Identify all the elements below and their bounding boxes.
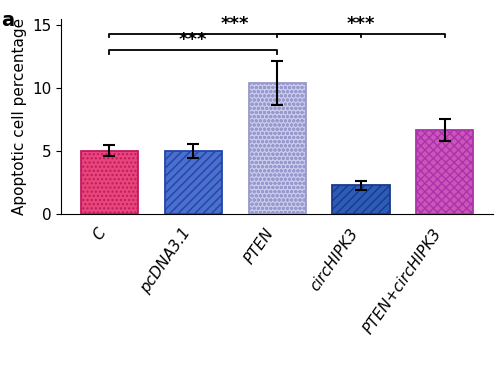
Text: pcDNA3.1: pcDNA3.1 — [138, 225, 193, 296]
Bar — [164, 151, 222, 215]
Y-axis label: Apoptotic cell percentage: Apoptotic cell percentage — [12, 18, 26, 215]
Text: circHIPK3: circHIPK3 — [308, 225, 361, 293]
Bar — [332, 185, 390, 215]
Text: ***: *** — [179, 31, 208, 49]
Text: ***: *** — [347, 15, 376, 33]
Bar — [248, 83, 306, 214]
Bar — [416, 130, 474, 214]
Bar — [81, 151, 138, 215]
Text: a: a — [0, 11, 14, 30]
Text: PTEN: PTEN — [242, 225, 277, 267]
Text: C: C — [91, 225, 110, 243]
Text: PTEN+circHIPK3: PTEN+circHIPK3 — [361, 225, 445, 336]
Text: ***: *** — [221, 15, 250, 33]
